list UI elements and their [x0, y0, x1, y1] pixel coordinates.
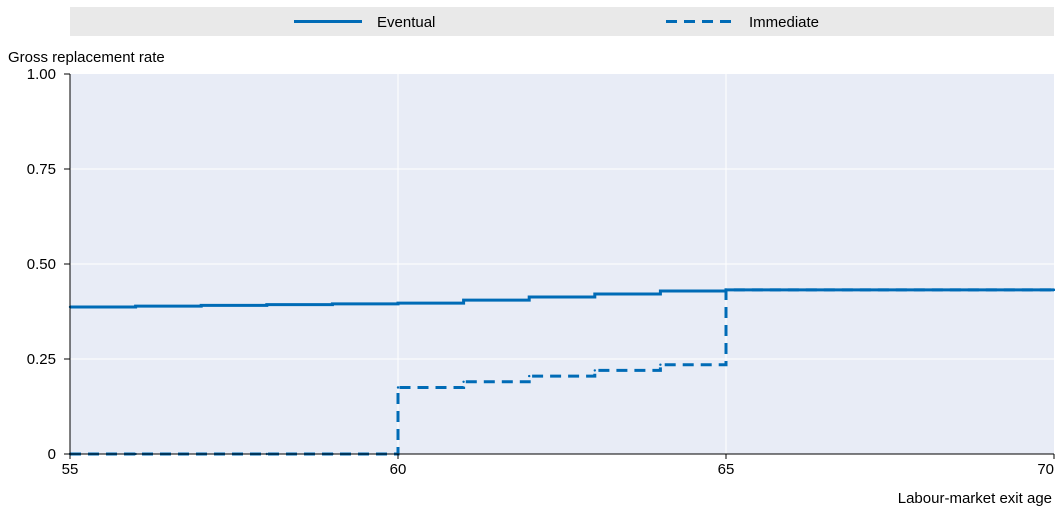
data-point-eventual-61 [462, 298, 465, 302]
legend-item-eventual: Eventual [294, 14, 435, 31]
data-point-immediate-61 [462, 380, 465, 383]
x-tick-label-1: 60 [390, 461, 407, 478]
legend-item-immediate: Immediate [666, 14, 819, 31]
y-tick-label-3: 0.75 [27, 161, 56, 178]
x-tick-label-3: 70 [1037, 461, 1054, 478]
x-tick-label-2: 65 [718, 461, 735, 478]
x-tick-label-0: 55 [62, 461, 79, 478]
data-point-eventual-64 [659, 289, 662, 293]
data-point-immediate-65 [724, 288, 728, 292]
data-point-immediate-70 [1052, 288, 1055, 292]
data-point-immediate-67 [856, 288, 859, 292]
data-point-eventual-59 [331, 302, 334, 306]
data-point-eventual-57 [200, 304, 203, 307]
data-point-immediate-60 [396, 386, 400, 389]
data-point-immediate-63 [593, 369, 596, 372]
legend-label-eventual: Eventual [377, 14, 435, 31]
x-axis-label: Labour-market exit age [898, 490, 1052, 507]
data-point-immediate-68 [921, 288, 924, 292]
legend-background [70, 7, 1054, 36]
legend-label-immediate: Immediate [749, 14, 819, 31]
data-point-eventual-63 [593, 292, 596, 296]
y-tick-label-2: 0.50 [27, 256, 56, 273]
data-point-immediate-64 [659, 363, 662, 366]
y-tick-label-4: 1.00 [27, 66, 56, 83]
data-point-immediate-62 [528, 374, 531, 378]
series-line-immediate [70, 288, 1054, 456]
grid [70, 74, 1054, 454]
y-tick-label-0: 0 [48, 446, 56, 463]
data-point-eventual-56 [134, 304, 137, 308]
y-tick-label-1: 0.25 [27, 351, 56, 368]
data-point-eventual-62 [528, 295, 531, 299]
data-point-immediate-66 [790, 288, 793, 292]
data-point-immediate-69 [987, 288, 990, 292]
ticks: 0 0.25 0.50 0.75 1.00 55 60 65 70 [27, 66, 1055, 478]
y-axis-label: Gross replacement rate [8, 49, 165, 66]
data-point-eventual-60 [396, 301, 400, 305]
data-point-eventual-58 [265, 303, 268, 306]
